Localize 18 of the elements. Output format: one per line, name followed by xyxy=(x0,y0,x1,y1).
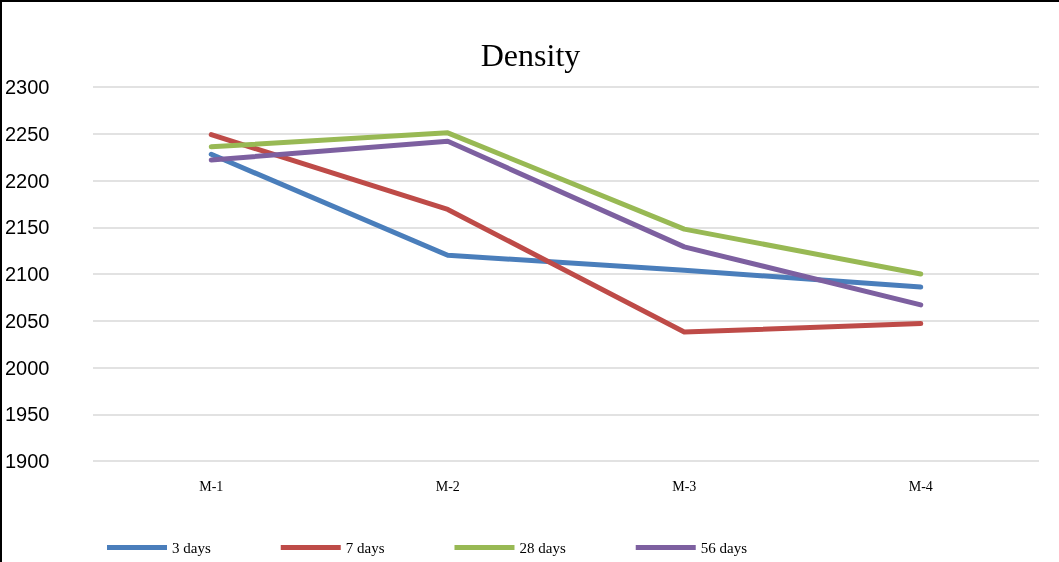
legend-label: 28 days xyxy=(519,539,566,556)
y-tick-label: 2250 xyxy=(5,122,50,145)
x-tick-label: M-1 xyxy=(199,478,224,494)
legend-label: 3 days xyxy=(172,539,211,556)
x-tick-label: M-2 xyxy=(435,478,460,494)
y-tick-label: 2050 xyxy=(5,309,50,332)
y-tick-label: 1950 xyxy=(5,403,50,426)
legend-label: 7 days xyxy=(345,539,385,556)
x-tick-label: M-3 xyxy=(672,478,697,494)
y-tick-label: 2300 xyxy=(5,76,50,98)
y-tick-label: 2200 xyxy=(5,169,50,192)
legend-label: 56 days xyxy=(700,539,748,556)
y-tick-label: 2100 xyxy=(5,263,50,285)
y-tick-label: 2150 xyxy=(5,216,50,239)
y-tick-label: 2000 xyxy=(5,356,50,379)
chart-title: Density xyxy=(480,37,581,73)
y-tick-label: 1900 xyxy=(5,450,50,472)
x-tick-label: M-4 xyxy=(908,478,933,494)
